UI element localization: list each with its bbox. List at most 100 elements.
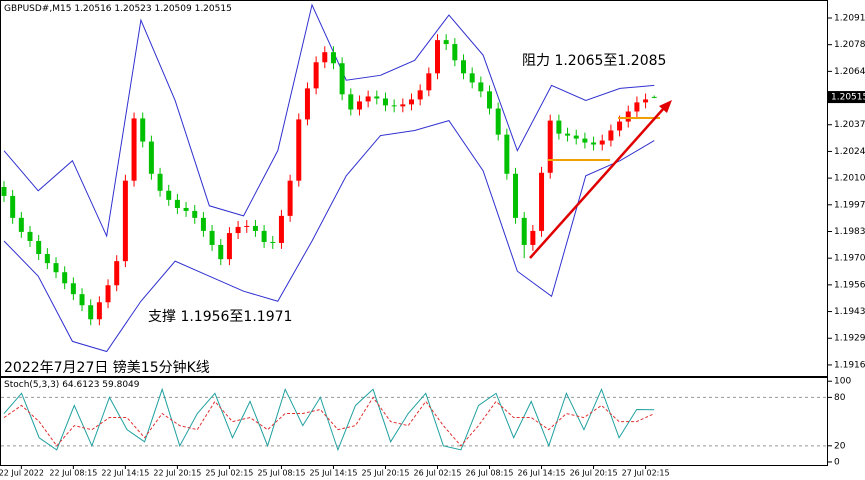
candle-body [296, 119, 302, 181]
candle-body [348, 94, 354, 110]
candle-body [556, 120, 562, 134]
candle-body [200, 217, 206, 231]
annotation: 2022年7月27日 镑美15分钟K线 [4, 359, 210, 376]
candle-body [374, 96, 380, 99]
candle-body [209, 230, 215, 245]
candle-body [226, 233, 232, 260]
y-tick-label: 0 [834, 457, 840, 467]
candle-body [487, 91, 493, 109]
stoch-line [3, 396, 655, 447]
candle-body [391, 105, 397, 107]
stoch-signal-value: 59.8049 [102, 380, 139, 390]
price-marker-label: 1.20515 [831, 93, 865, 103]
candle-body [478, 82, 484, 92]
stoch-title: Stoch(5,3,3) [4, 380, 59, 390]
trend-line [529, 107, 665, 259]
stoch-line [3, 387, 655, 452]
candle-body [131, 118, 137, 181]
candle-body [417, 90, 423, 100]
y-tick-label: 80 [834, 393, 846, 403]
candle-body [1, 187, 7, 196]
x-tick-label: 25 Jul 20:15 [361, 469, 409, 478]
candle-body [591, 142, 597, 145]
candle-body [443, 40, 449, 45]
candle-body [339, 63, 345, 95]
candle-body [435, 40, 440, 74]
bollinger-band [3, 3, 655, 238]
candle-body [382, 98, 388, 106]
candle-body [304, 88, 310, 120]
candle-body [634, 102, 640, 112]
candle-body [617, 121, 623, 131]
candle-body [278, 215, 284, 243]
candle-body [244, 225, 250, 227]
header-open: 1.20516 [74, 4, 111, 14]
candle-body [62, 272, 68, 284]
annotation: 支撑 1.1956至1.1971 [148, 309, 292, 325]
candle-body [70, 283, 76, 295]
x-tick-label: 25 Jul 02:15 [205, 469, 253, 478]
stoch-panel: 100 80 20 0 [1, 377, 851, 467]
candle-body [53, 263, 59, 273]
stoch-frame [0, 377, 828, 466]
candle-body [174, 199, 180, 208]
candle-body [330, 52, 336, 64]
chart-header: GBPUSD#,M15 1.20516 1.20523 1.20509 1.20… [4, 4, 232, 14]
candle-body [105, 285, 111, 303]
x-tick-label: 27 Jul 02:15 [622, 469, 670, 478]
candle-body [565, 133, 571, 136]
candle-body [235, 226, 241, 234]
header-close: 1.20515 [195, 4, 232, 14]
y-tick-label: 1.19565 [834, 280, 865, 290]
annotation: 阻力 1.2065至1.2085 [522, 53, 666, 69]
candle-body [356, 101, 362, 110]
y-tick-label: 1.20240 [834, 147, 865, 157]
candle-body [252, 225, 258, 231]
candle-body [140, 118, 146, 142]
candle-body [469, 73, 475, 83]
y-tick-label: 1.19835 [834, 227, 865, 237]
y-tick-label: 1.20780 [834, 40, 865, 50]
y-tick-label: 100 [834, 377, 851, 387]
x-tick-label: 22 Jul 20:15 [153, 469, 201, 478]
y-tick-label: 1.20105 [834, 174, 865, 184]
header-low: 1.20509 [155, 4, 192, 14]
y-tick-label: 1.20375 [834, 120, 865, 130]
y-tick-label: 1.19700 [834, 254, 865, 264]
candle-body [643, 99, 649, 103]
candle-body [365, 96, 371, 102]
candle-body [530, 230, 536, 245]
x-tick-label: 25 Jul 08:15 [257, 469, 305, 478]
candle-body [183, 207, 189, 211]
candle-body [44, 254, 50, 264]
candle-body [322, 52, 328, 63]
x-tick-label: 26 Jul 08:15 [466, 469, 514, 478]
x-tick-label: 26 Jul 14:15 [518, 469, 566, 478]
x-tick-label: 22 Jul 08:15 [49, 469, 97, 478]
candle-body [27, 231, 33, 241]
y-tick-label: 1.19295 [834, 334, 865, 344]
candle-body [599, 140, 605, 145]
candle-body [79, 294, 85, 306]
candle-body [426, 73, 432, 91]
candle-body [608, 130, 614, 141]
candle-body [313, 62, 319, 89]
candle-body [10, 195, 16, 218]
y-tick-label: 1.19970 [834, 200, 865, 210]
y-tick-label: 1.19160 [834, 360, 865, 370]
stoch-main-value: 64.6123 [62, 380, 99, 390]
candle-body [582, 138, 588, 143]
main-frame [0, 0, 828, 377]
candle-body [122, 180, 128, 262]
candle-body [400, 104, 406, 107]
candle-body [166, 190, 172, 200]
candle-body [573, 135, 579, 139]
symbol: GBPUSD#,M15 [4, 4, 71, 14]
stoch-header: Stoch(5,3,3) 64.6123 59.8049 [4, 380, 140, 390]
candle-body [461, 60, 467, 74]
candle-body [539, 172, 545, 231]
x-tick-label: 22 Jul 2022 [0, 469, 44, 478]
y-tick-label: 1.20645 [834, 67, 865, 77]
